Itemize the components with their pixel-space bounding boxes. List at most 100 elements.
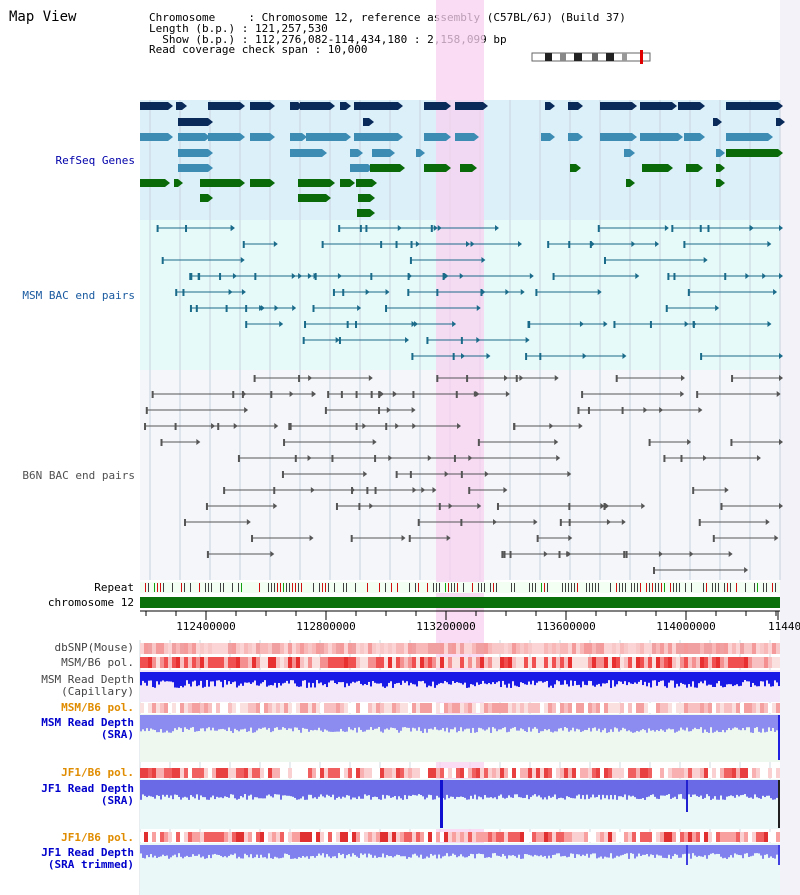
msm-sra-bar [728, 715, 730, 729]
jf1-pol-cell [180, 768, 184, 778]
chromosome-ideogram[interactable] [531, 50, 651, 64]
msm-pol-cell [492, 657, 496, 668]
msm-sra-bar [262, 715, 264, 728]
msm-sra-bar [546, 715, 548, 731]
jf1-trim-bar [440, 845, 442, 859]
jf1-trim-bar [418, 845, 420, 858]
jf1-pol-cell [380, 768, 384, 778]
jf1-trim-bar [430, 845, 432, 854]
msm-sra-bar [286, 715, 288, 730]
jf1-trim-bar [570, 845, 572, 854]
msm-bac-track-label[interactable]: MSM BAC end pairs [22, 289, 135, 302]
jf1-trim-bar [730, 845, 732, 856]
msm-pol-cell [140, 657, 144, 668]
msm-sra-bar [758, 715, 760, 732]
jf1-pol2-cell [248, 832, 252, 842]
b6n-bac-end [251, 535, 254, 542]
jf1-trim-bar [386, 845, 388, 855]
dbsnp-cell [220, 643, 224, 654]
dbsnp-cell [180, 643, 184, 654]
b6n-bac-track-label[interactable]: B6N BAC end pairs [22, 469, 135, 482]
msm-capillary-bar [386, 672, 388, 687]
msm-bac-end [655, 241, 660, 247]
jf1-trim-bar [210, 845, 212, 859]
msm-sra-bar [392, 715, 394, 728]
b6n-bac-end [401, 535, 406, 541]
msm-pol2-cell [692, 703, 696, 713]
right-margin [780, 0, 800, 895]
dbsnp-cell [708, 643, 712, 654]
jf1-pol2-cell [592, 832, 596, 842]
jf1-trim-bar [538, 845, 540, 857]
gene-arrow [698, 164, 703, 172]
msm-pol-cell [548, 657, 552, 668]
msm-bac-end [385, 305, 388, 312]
jf1-sra-bar [488, 780, 490, 798]
gene-block [350, 149, 358, 157]
dbsnp-cell [308, 643, 312, 654]
jf1-sra-bar [640, 780, 642, 799]
msm-pol-cell [512, 657, 516, 668]
msm-capillary-bar [416, 672, 418, 687]
jf1-pol2-cell [384, 832, 388, 842]
b6n-bac-end [468, 487, 471, 494]
msm-pol2-cell [736, 703, 740, 713]
msm-capillary-bar [676, 672, 678, 684]
msm-sra-bar [500, 715, 502, 730]
jf1-sra-bar [270, 780, 272, 797]
msm-capillary-bar [728, 672, 730, 685]
jf1-pol2-cell [240, 832, 244, 842]
msm-capillary-bar [312, 672, 314, 684]
msm-bac-pairs[interactable] [156, 225, 783, 360]
gene-arrow [474, 133, 479, 141]
msm-capillary-bar [580, 672, 582, 688]
msm-pol2-cell [536, 703, 540, 713]
coverage-tracks[interactable] [140, 643, 780, 895]
jf1-pol-cell [536, 768, 540, 778]
repeat-mark [208, 583, 209, 592]
msm-capillary-bar [202, 672, 204, 688]
jf1-pol-cell [512, 768, 516, 778]
dbsnp-cell [476, 643, 480, 654]
msm-sra-bar [350, 715, 352, 730]
msm-sra-bar [628, 715, 630, 731]
jf1-pol2-cell [496, 832, 500, 842]
b6n-bac-end [448, 503, 453, 509]
jf1-pol-cell [268, 768, 272, 778]
msm-pol-cell [436, 657, 440, 668]
gene-arrow [240, 102, 245, 110]
jf1-trim-bar [154, 845, 156, 856]
msm-pol-cell [208, 657, 212, 668]
b6n-bac-end [335, 503, 338, 510]
msm-pol2-cell [416, 703, 420, 713]
b6n-bac-pairs[interactable] [144, 375, 783, 574]
jf1-pol-cell [488, 768, 492, 778]
jf1-sra-bar [350, 780, 352, 800]
msm-pol-cell [740, 657, 744, 668]
msm-bac-end [357, 305, 362, 311]
jf1-trim-bar [654, 845, 656, 858]
jf1-sra-bar [244, 780, 246, 795]
jf1-sra-bar [194, 780, 196, 799]
msm-pol2-cell [468, 703, 472, 713]
msm-sra-bar [366, 715, 368, 730]
gene-arrow [168, 133, 173, 141]
msm-sra-bar [704, 715, 706, 730]
refseq-genes[interactable] [140, 102, 785, 217]
jf1-trim-bar [180, 845, 182, 857]
jf1-pol2-cell [200, 832, 204, 842]
b6n-bac-end [217, 423, 220, 430]
refseq-track-label[interactable]: RefSeq Genes [56, 154, 135, 167]
jf1-trim-bar [626, 845, 628, 854]
jf1-trim-bar [482, 845, 484, 855]
jf1-sra-bar [438, 780, 440, 798]
b6n-bac-end [246, 519, 251, 525]
msm-pol2-cell [248, 703, 252, 713]
msm-sra-bar [692, 715, 694, 730]
dbsnp-cell [392, 643, 396, 654]
jf1-trim-bar [270, 845, 272, 859]
msm-pol-cell [648, 657, 652, 668]
jf1-sra-bar [364, 780, 366, 795]
chromosome-bar[interactable] [140, 597, 780, 608]
